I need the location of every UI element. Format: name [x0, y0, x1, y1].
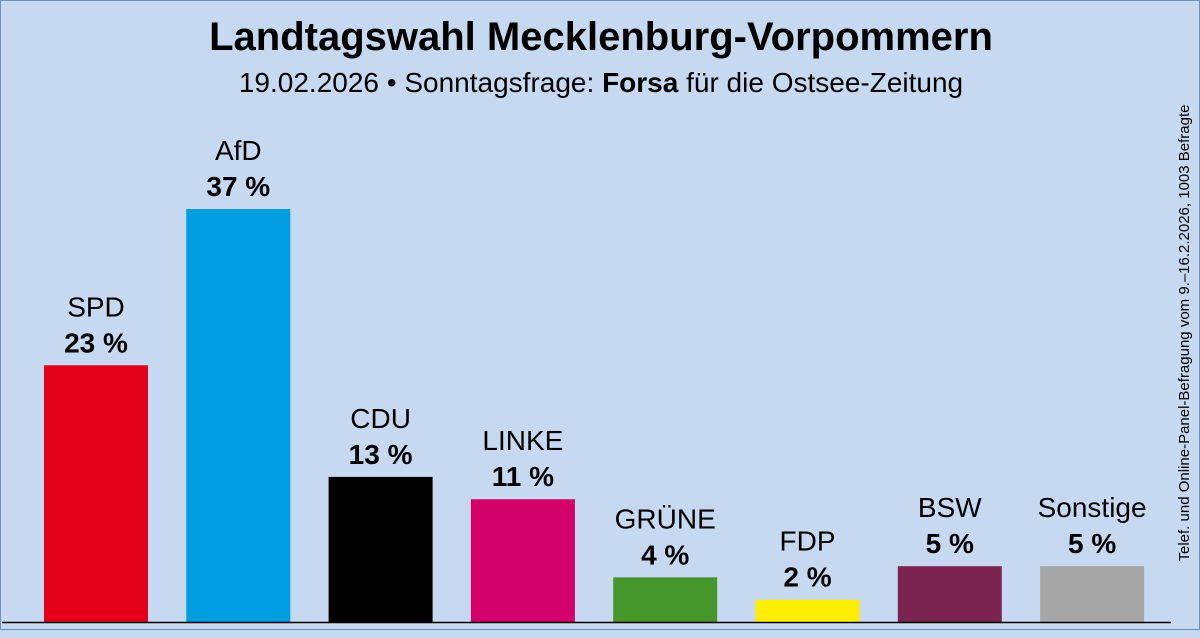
chart-title: Landtagswahl Mecklenburg-Vorpommern [209, 15, 993, 59]
value-label-afd: 37 % [206, 171, 270, 202]
survey-method-note: Telef. und Online-Panel-Befragung vom 9.… [1176, 104, 1193, 562]
subtitle-client: für die Ostsee-Zeitung [686, 67, 964, 98]
category-label-sonstige: Sonstige [1038, 492, 1147, 523]
value-label-sonstige: 5 % [1068, 528, 1116, 559]
category-label-cdu: CDU [350, 403, 411, 434]
category-label-spd: SPD [67, 291, 125, 322]
value-label-bsw: 5 % [926, 528, 974, 559]
value-label-cdu: 13 % [349, 439, 413, 470]
bar-gr-ne [613, 577, 718, 622]
subtitle-date: 19.02.2026 • Sonntagsfrage: [238, 67, 595, 98]
value-label-spd: 23 % [64, 327, 128, 358]
value-label-gr-ne: 4 % [641, 539, 689, 570]
bar-fdp [755, 599, 860, 622]
bar-cdu [328, 476, 433, 622]
category-label-gr-ne: GRÜNE [615, 503, 716, 534]
category-label-linke: LINKE [482, 425, 563, 456]
category-label-fdp: FDP [780, 526, 836, 557]
bar-afd [186, 209, 291, 622]
value-label-linke: 11 % [492, 461, 554, 492]
category-label-bsw: BSW [918, 492, 982, 523]
bar-sonstige [1040, 566, 1145, 622]
subtitle-institute: Forsa [602, 67, 679, 98]
category-label-afd: AfD [215, 135, 262, 166]
bar-spd [44, 365, 148, 622]
bar-linke [470, 499, 575, 622]
bar-bsw [897, 566, 1002, 622]
value-label-fdp: 2 % [783, 562, 831, 593]
chart-subtitle: 19.02.2026 • Sonntagsfrage: Forsa für di… [1, 67, 1200, 99]
